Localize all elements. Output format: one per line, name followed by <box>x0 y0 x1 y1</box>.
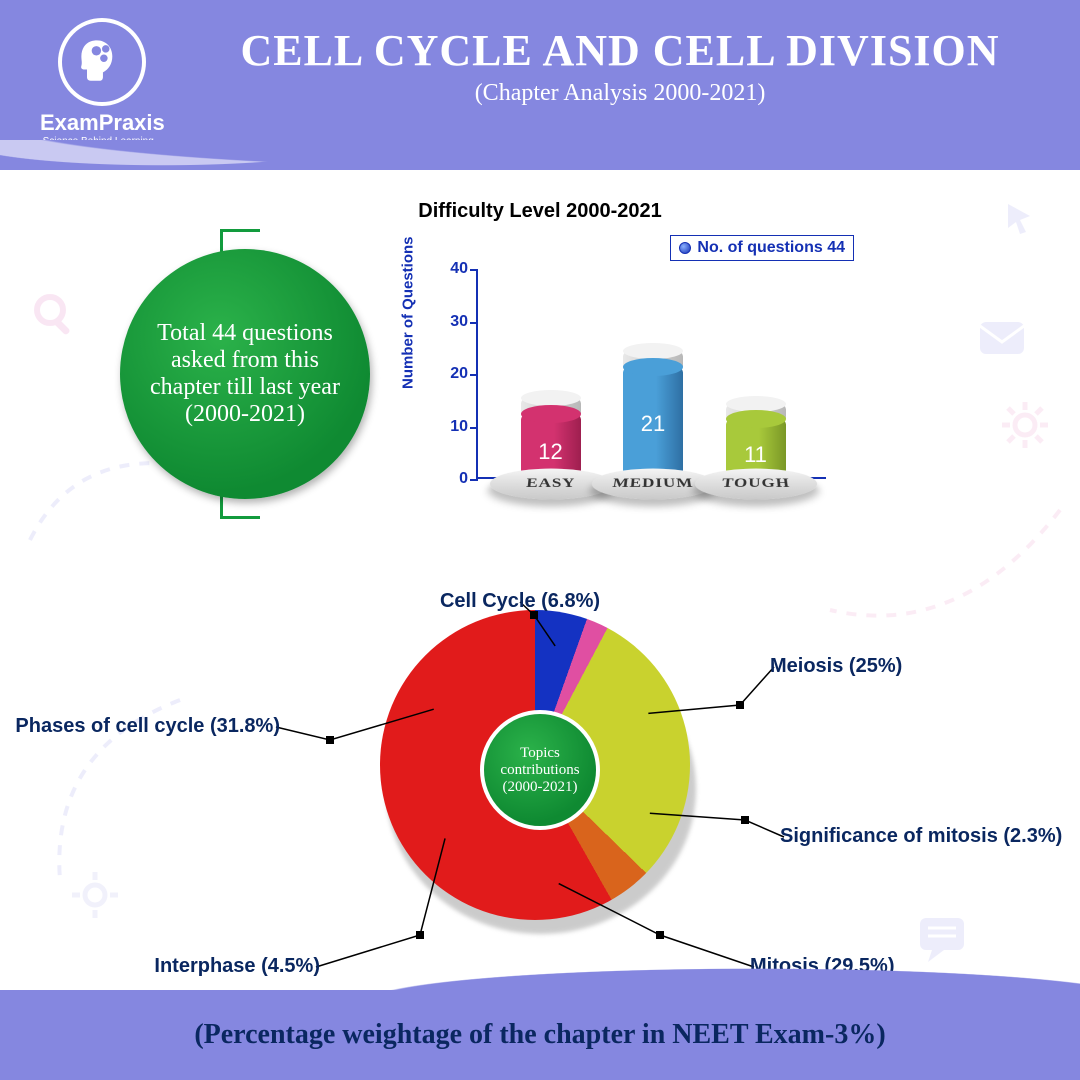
legend-text: No. of questions 44 <box>697 239 845 257</box>
summary-text: Total 44 questions asked from this chapt… <box>144 320 346 428</box>
bar-cylinder: 21 <box>623 367 683 477</box>
brand-logo: ExamPraxis Science Behind Learning... <box>40 18 165 147</box>
pie-leader-node <box>741 816 749 824</box>
pie-center-text: Topics contributions (2000-2021) <box>492 745 588 796</box>
mail-icon <box>974 310 1030 366</box>
bar-medium: 21MEDIUM <box>623 351 683 477</box>
cursor-icon <box>1000 200 1040 240</box>
pie-slice-label: Cell Cycle (6.8%) <box>440 590 600 613</box>
footer-text: (Percentage weightage of the chapter in … <box>194 1019 885 1051</box>
summary-circle: Total 44 questions asked from this chapt… <box>120 249 370 499</box>
bar-chart-title: Difficulty Level 2000-2021 <box>220 200 860 223</box>
footer: (Percentage weightage of the chapter in … <box>0 990 1080 1080</box>
pie-slice-label: Phases of cell cycle (31.8%) <box>15 715 280 738</box>
y-tick-label: 20 <box>434 365 468 383</box>
difficulty-section: Difficulty Level 2000-2021 Total 44 ques… <box>220 200 860 519</box>
bar-top-ellipse <box>726 410 786 428</box>
pie-leader-node <box>656 931 664 939</box>
y-tick-label: 0 <box>434 470 468 488</box>
y-tick <box>470 374 478 376</box>
y-tick <box>470 269 478 271</box>
bar-tough: 11TOUGH <box>726 404 786 478</box>
bar-chart-legend: No. of questions 44 <box>670 235 854 261</box>
bar-chart-frame: Total 44 questions asked from this chapt… <box>220 229 860 519</box>
pie-leader-node <box>326 736 334 744</box>
bar-value: 21 <box>623 411 683 437</box>
y-tick <box>470 479 478 481</box>
content-area: Difficulty Level 2000-2021 Total 44 ques… <box>0 170 1080 990</box>
y-tick-label: 30 <box>434 313 468 331</box>
pie-chart: Topics contributions (2000-2021) <box>380 610 700 930</box>
magnifier-icon <box>30 290 80 340</box>
pie-section: Topics contributions (2000-2021) Cell Cy… <box>0 550 1080 970</box>
y-tick <box>470 427 478 429</box>
bar-value: 11 <box>726 442 786 468</box>
page-title: CELL CYCLE AND CELL DIVISION <box>200 25 1040 76</box>
y-tick <box>470 322 478 324</box>
bar-top-ellipse <box>521 405 581 423</box>
pie-slice-label: Meiosis (25%) <box>770 655 902 678</box>
bar-top-ellipse <box>623 358 683 376</box>
brand-tagline: Science Behind Learning... <box>40 136 165 147</box>
gear-icon <box>1000 400 1050 450</box>
bar-value: 12 <box>521 439 581 465</box>
pie-center-label: Topics contributions (2000-2021) <box>480 710 600 830</box>
pie-slice-label: Significance of mitosis (2.3%) <box>780 825 1062 848</box>
pie-leader-node <box>416 931 424 939</box>
page-subtitle: (Chapter Analysis 2000-2021) <box>200 80 1040 107</box>
legend-bullet-icon <box>679 242 691 254</box>
bar-chart: Number of Questions 01020304012EASY21MED… <box>420 269 830 509</box>
bar-chart-axes: 01020304012EASY21MEDIUM11TOUGH <box>476 269 826 479</box>
bar-category-label: TOUGH <box>690 469 820 500</box>
title-block: CELL CYCLE AND CELL DIVISION (Chapter An… <box>200 25 1040 107</box>
brain-gear-icon <box>58 18 146 106</box>
header: ExamPraxis Science Behind Learning... CE… <box>0 0 1080 170</box>
bar-cylinder: 12 <box>521 414 581 477</box>
pie-leader-node <box>736 701 744 709</box>
y-tick-label: 10 <box>434 418 468 436</box>
bar-easy: 12EASY <box>521 398 581 477</box>
brand-name: ExamPraxis <box>40 110 165 136</box>
y-tick-label: 40 <box>434 260 468 278</box>
y-axis-label: Number of Questions <box>400 236 417 389</box>
